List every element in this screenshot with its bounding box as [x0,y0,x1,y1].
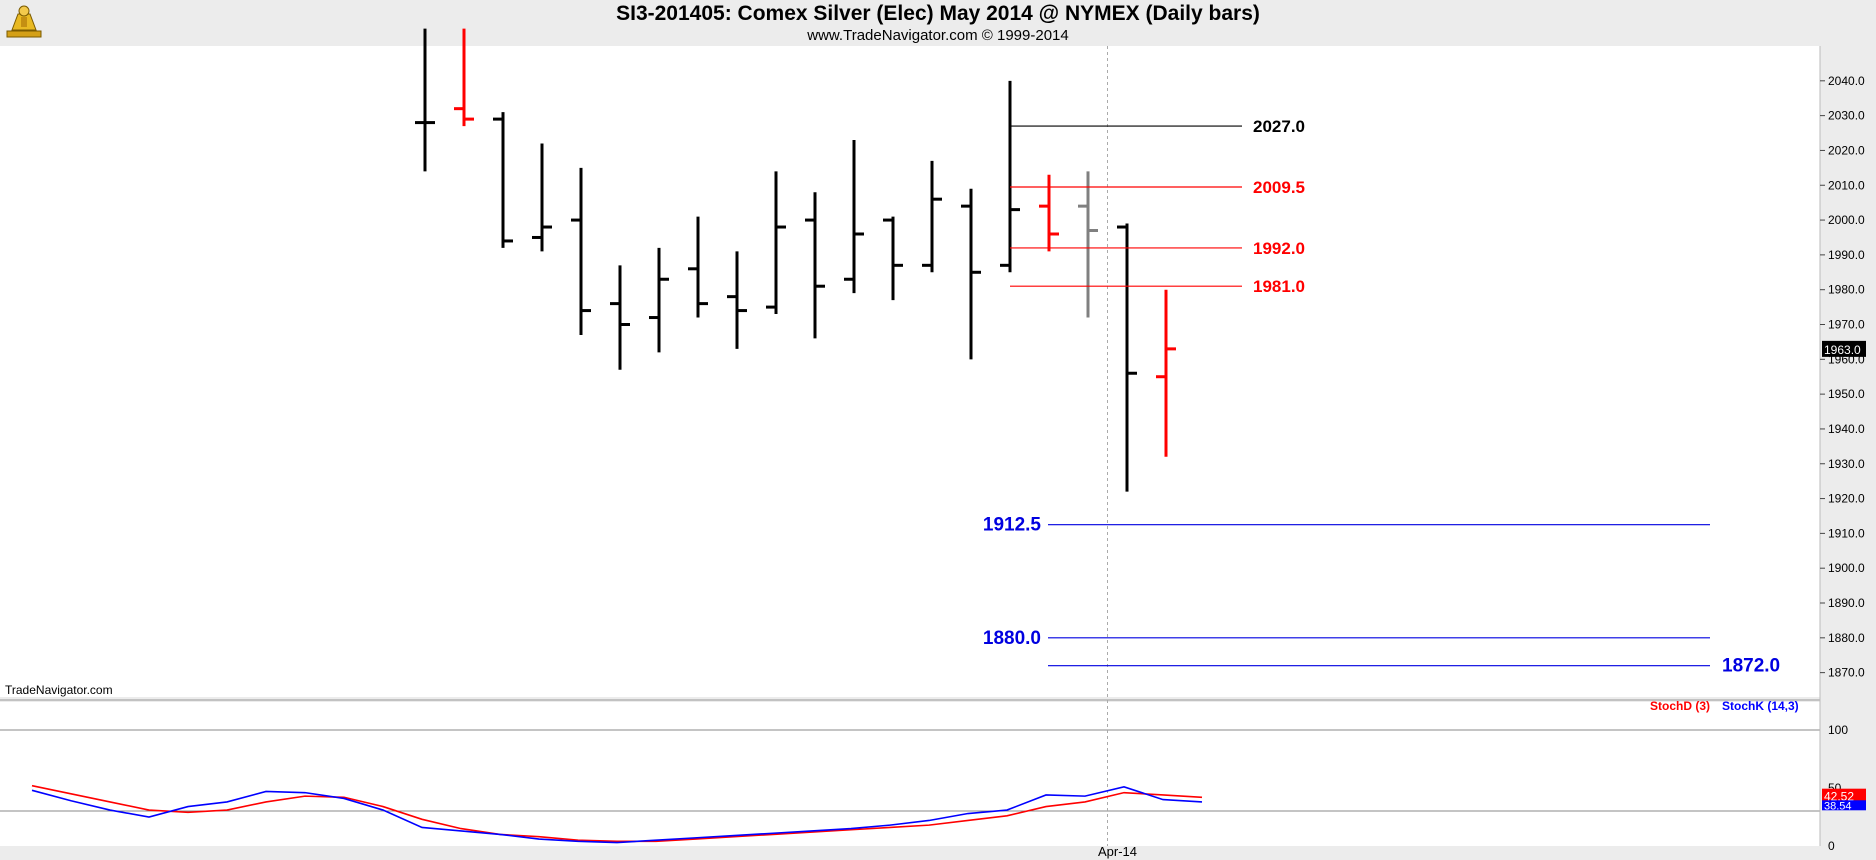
y-tick-label: 1950.0 [1828,387,1865,401]
stoch-k-line [31,786,1203,844]
y-tick-label: 1990.0 [1828,248,1865,262]
price-panel [0,46,1820,697]
last-price-box [1822,340,1866,357]
ohlc-bar [532,143,552,252]
ohlc-bar [1000,80,1020,273]
y-tick-label: 2000.0 [1828,213,1865,227]
ohlc-bar [649,247,669,353]
y-tick-label: 1980.0 [1828,283,1865,297]
y-tick-label: 2020.0 [1828,143,1865,157]
watermark-text: TradeNavigator.com [5,683,113,697]
stochastic-panel [0,702,1820,846]
stoch-y-tick-label: 0 [1828,839,1835,853]
y-tick-label: 1970.0 [1828,318,1865,332]
ohlc-bar [922,160,942,273]
ohlc-bar [1117,223,1137,492]
ohlc-bar [805,192,825,339]
level-label: 1872.0 [1722,656,1780,677]
ohlc-bar [1078,171,1098,318]
level-label: 2027.0 [1253,117,1305,136]
ohlc-bar [610,265,630,370]
ohlc-bar [844,139,864,294]
y-tick-label: 1940.0 [1828,422,1865,436]
y-tick-label: 1910.0 [1828,526,1865,540]
y-tick-label: 1920.0 [1828,492,1865,506]
y-tick-label: 2040.0 [1828,74,1865,88]
level-label: 1880.0 [983,628,1041,649]
ohlc-bar [571,167,591,335]
ohlc-bar [688,216,708,318]
ohlc-bar [883,216,903,301]
y-tick-label: 1880.0 [1828,631,1865,645]
stoch-legend-d: StochD (3) [1650,699,1710,713]
y-tick-label: 1870.0 [1828,666,1865,680]
x-tick-label: Apr-14 [1098,844,1137,859]
level-label: 1992.0 [1253,239,1305,258]
level-label: 1912.5 [983,515,1042,536]
level-label: 2009.5 [1253,178,1305,197]
stoch-d-value-box [1822,788,1866,804]
last-price-label: 1963.0 [1824,343,1861,357]
trade-navigator-logo-icon [6,5,42,38]
y-tick-label: 2030.0 [1828,109,1865,123]
ohlc-bar [493,112,513,248]
stoch-d-value: 42.52 [1824,790,1854,804]
ohlc-bar [454,28,474,127]
ohlc-bar [766,171,786,315]
chart-subtitle: www.TradeNavigator.com © 1999-2014 [807,27,1069,44]
y-tick-label: 1930.0 [1828,457,1865,471]
y-tick-label: 2010.0 [1828,178,1865,192]
ohlc-bar [961,188,981,360]
level-label: 1981.0 [1253,277,1305,296]
stoch-legend-k: StochK (14,3) [1722,699,1799,713]
y-tick-label: 1890.0 [1828,596,1865,610]
ohlc-bar [415,28,435,172]
y-tick-label: 1900.0 [1828,561,1865,575]
stoch-d-line [31,784,1203,843]
ohlc-bar [1156,289,1176,457]
stoch-k-value: 38.54 [1824,800,1852,812]
stoch-y-tick-label: 100 [1828,723,1848,737]
chart-title: SI3-201405: Comex Silver (Elec) May 2014… [616,2,1260,25]
ohlc-bar [727,251,747,349]
stoch-k-value-box [1822,800,1866,811]
